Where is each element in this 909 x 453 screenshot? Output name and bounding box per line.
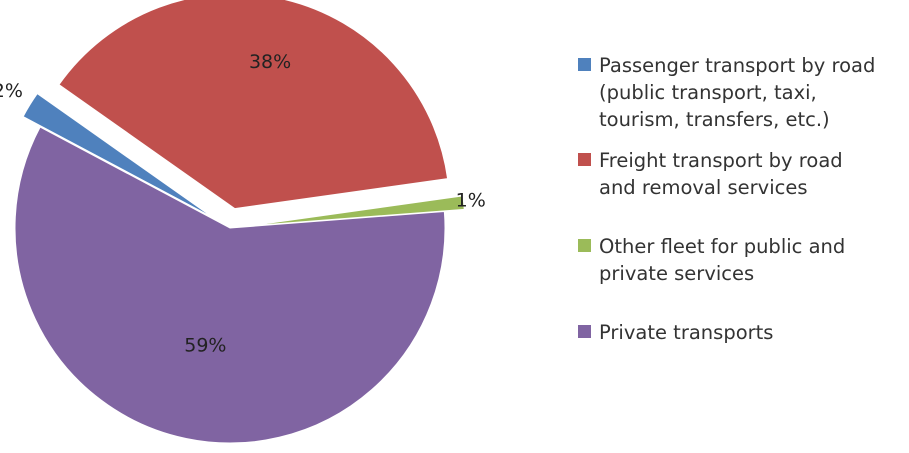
pie-data-labels: 2% 38% 1% 59% — [0, 51, 486, 357]
pie-slice — [58, 0, 449, 210]
slice-data-label: 1% — [456, 189, 486, 211]
legend-swatch — [578, 239, 591, 252]
slice-data-label: 2% — [0, 80, 23, 102]
legend-item: Passenger transport by road (public tran… — [578, 52, 898, 133]
legend-label: Freight transport by road and removal se… — [599, 149, 843, 199]
slice-data-label: 38% — [249, 51, 291, 73]
legend-label: Other fleet for public and private servi… — [599, 235, 846, 285]
chart-legend: Passenger transport by road (public tran… — [578, 52, 898, 346]
pie-slice — [14, 126, 446, 444]
legend-swatch — [578, 325, 591, 338]
legend-item: Private transports — [578, 319, 898, 346]
legend-label: Private transports — [599, 321, 774, 344]
slice-data-label: 59% — [184, 334, 226, 356]
pie-slice — [22, 92, 214, 218]
legend-item: Other fleet for public and private servi… — [578, 233, 898, 287]
pie-slice — [249, 195, 465, 227]
legend-item: Freight transport by road and removal se… — [578, 147, 898, 201]
pie-slices — [14, 0, 465, 444]
legend-swatch — [578, 58, 591, 71]
legend-label: Passenger transport by road (public tran… — [599, 54, 876, 131]
legend-swatch — [578, 153, 591, 166]
